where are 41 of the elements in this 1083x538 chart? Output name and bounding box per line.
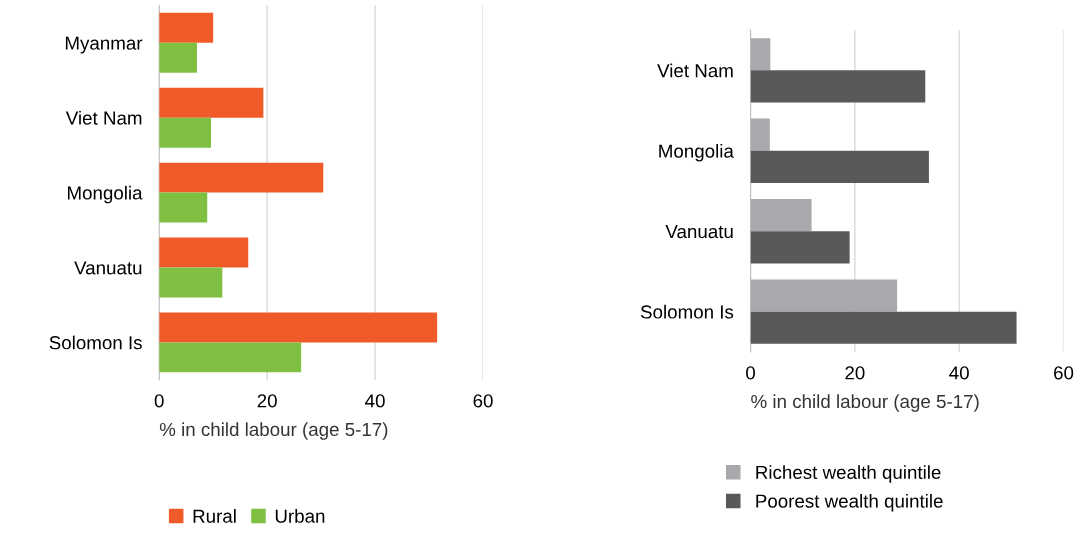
legend-label: Richest wealth quintile [756, 465, 941, 483]
y-tick-label: Viet Nam [65, 110, 142, 125]
bar [159, 42, 197, 73]
bar [159, 342, 302, 373]
y-tick-label: Mongolia [67, 185, 143, 204]
x-tick-label: 20 [257, 394, 277, 408]
bar [750, 118, 770, 151]
bar [159, 267, 223, 298]
y-tick-label: Solomon Is [49, 335, 142, 350]
bar [750, 279, 898, 312]
x-tick-label: 20 [845, 366, 865, 380]
bar [159, 12, 214, 43]
y-tick-label: Vanuatu [665, 225, 733, 239]
y-tick-label: Vanuatu [74, 261, 142, 275]
x-axis-title: % in child labour (age 5-17) [751, 394, 979, 412]
y-tick-label: Viet Nam [657, 63, 733, 78]
y-tick-label: Solomon Is [640, 304, 734, 319]
bar [159, 237, 249, 268]
x-tick-label: 0 [154, 394, 164, 408]
bar [750, 311, 1017, 344]
legend-label: Urban [275, 509, 325, 523]
bar [159, 312, 438, 343]
bar [750, 70, 926, 103]
y-tick-label: Myanmar [65, 36, 143, 54]
x-tick-label: 60 [473, 394, 493, 408]
x-axis-title: % in child labour (age 5-17) [159, 422, 388, 440]
bar [750, 150, 929, 183]
bar [159, 87, 264, 118]
x-tick-label: 60 [1054, 366, 1074, 380]
x-tick-label: 0 [746, 366, 755, 380]
legend-label: Poorest wealth quintile [756, 493, 943, 512]
bar [750, 199, 812, 232]
bar [159, 117, 212, 148]
legend-label: Rural [193, 509, 236, 523]
x-tick-label: 40 [949, 366, 969, 380]
y-tick-label: Mongolia [659, 143, 734, 162]
bar [159, 162, 324, 193]
bar [750, 231, 850, 264]
x-tick-label: 40 [365, 394, 385, 408]
bar [159, 192, 208, 223]
bar [750, 38, 771, 71]
